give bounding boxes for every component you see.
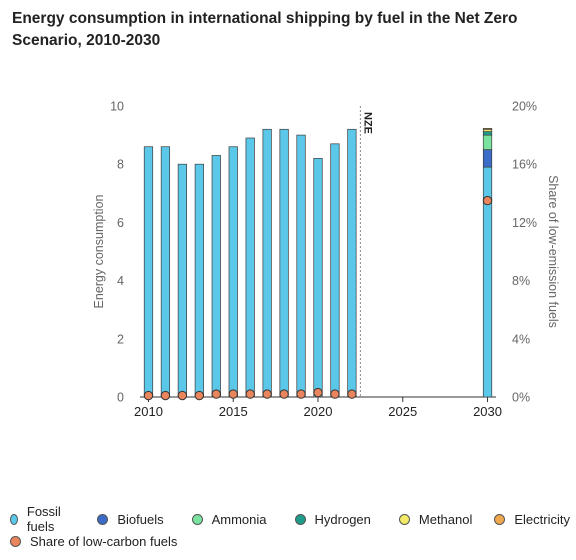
x-tick-label: 2020 xyxy=(304,404,333,419)
y2-tick-label: 16% xyxy=(512,158,537,172)
legend-label: Share of low-carbon fuels xyxy=(30,533,178,549)
bar-segment xyxy=(347,128,357,398)
legend-item-hydrogen[interactable]: Hydrogen xyxy=(294,511,371,527)
legend: Fossil fuels Biofuels Ammonia Hydrogen M… xyxy=(10,504,570,552)
legend-swatch xyxy=(294,513,306,525)
legend-swatch xyxy=(10,513,18,525)
legend-item-methanol[interactable]: Methanol xyxy=(398,511,473,527)
legend-item-ammonia[interactable]: Ammonia xyxy=(191,511,267,527)
legend-item-electricity[interactable]: Electricity xyxy=(494,512,570,527)
legend-label: Hydrogen xyxy=(314,511,371,527)
legend-swatch xyxy=(10,535,21,547)
share-marker xyxy=(313,387,323,398)
share-marker xyxy=(211,389,221,399)
bar-segment xyxy=(482,131,493,136)
legend-item-share-low-carbon[interactable]: Share of low-carbon fuels xyxy=(10,534,177,549)
share-marker xyxy=(245,389,255,399)
share-marker xyxy=(143,390,154,401)
y2-tick-label: 12% xyxy=(512,216,537,230)
y2-tick-label: 20% xyxy=(512,100,537,114)
x-tick-label: 2010 xyxy=(134,404,163,419)
share-marker xyxy=(347,389,357,399)
legend-row-1: Fossil fuels Biofuels Ammonia Hydrogen M… xyxy=(10,504,570,534)
bar-segment xyxy=(177,163,187,398)
x-tick-label: 2030 xyxy=(473,404,502,419)
share-marker xyxy=(482,195,493,206)
y-tick-label: 10 xyxy=(110,100,124,114)
legend-item-fossil-fuels[interactable]: Fossil fuels xyxy=(10,504,69,534)
bar-segment xyxy=(194,163,204,398)
chart-title: Energy consumption in international ship… xyxy=(12,10,518,49)
bar-segment xyxy=(211,155,221,398)
legend-label: Fossil fuels xyxy=(26,504,61,534)
share-marker xyxy=(330,389,340,399)
y2-tick-label: 0% xyxy=(512,391,530,405)
legend-swatch xyxy=(398,513,410,525)
legend-swatch xyxy=(97,513,109,525)
legend-item-biofuels[interactable]: Biofuels xyxy=(97,511,164,527)
legend-label: Ammonia xyxy=(211,511,267,527)
bar-segment xyxy=(330,143,340,398)
legend-row-2: Share of low-carbon fuels xyxy=(10,530,570,552)
share-marker xyxy=(262,389,272,399)
y-tick-label: 2 xyxy=(117,332,124,346)
bar-segment xyxy=(313,158,323,398)
bar-segment xyxy=(143,146,154,398)
chart-canvas: 0 2 4 6 8 10 0% 4% 8% 12% 16% 20% 2010 2015 2020 2025 20… xyxy=(92,100,560,420)
bar-segment xyxy=(482,134,493,151)
share-marker xyxy=(160,390,171,401)
bar-segment xyxy=(245,137,255,398)
y2-tick-label: 4% xyxy=(512,332,530,346)
y-tick-label: 0 xyxy=(117,391,124,405)
x-tick-label: 2015 xyxy=(219,404,248,419)
bar-segment xyxy=(279,128,289,398)
share-marker xyxy=(194,390,205,401)
y-tick-label: 8 xyxy=(117,158,124,172)
bar-segment xyxy=(482,149,493,168)
legend-label: Biofuels xyxy=(117,511,164,527)
bar-segment xyxy=(482,128,493,130)
share-marker xyxy=(177,390,188,401)
y2-axis-title: Share of low-emission fuels xyxy=(546,175,560,328)
legend-label: Methanol xyxy=(418,511,473,527)
y-tick-label: 4 xyxy=(117,274,124,288)
bar-segment xyxy=(296,134,306,398)
share-marker xyxy=(228,389,238,399)
y-axis-title: Energy consumption xyxy=(92,194,106,308)
y-tick-label: 6 xyxy=(117,216,124,230)
bar-segment xyxy=(262,128,272,398)
nze-annotation: NZE xyxy=(361,112,373,134)
x-tick-label: 2025 xyxy=(388,404,417,419)
share-marker xyxy=(296,389,306,399)
legend-swatch xyxy=(494,513,506,525)
legend-label: Electricity xyxy=(514,511,570,527)
bar-segment xyxy=(160,146,171,398)
bar-segment xyxy=(228,146,238,398)
y2-tick-label: 8% xyxy=(512,274,530,288)
share-marker xyxy=(279,389,289,399)
legend-swatch xyxy=(191,513,203,525)
